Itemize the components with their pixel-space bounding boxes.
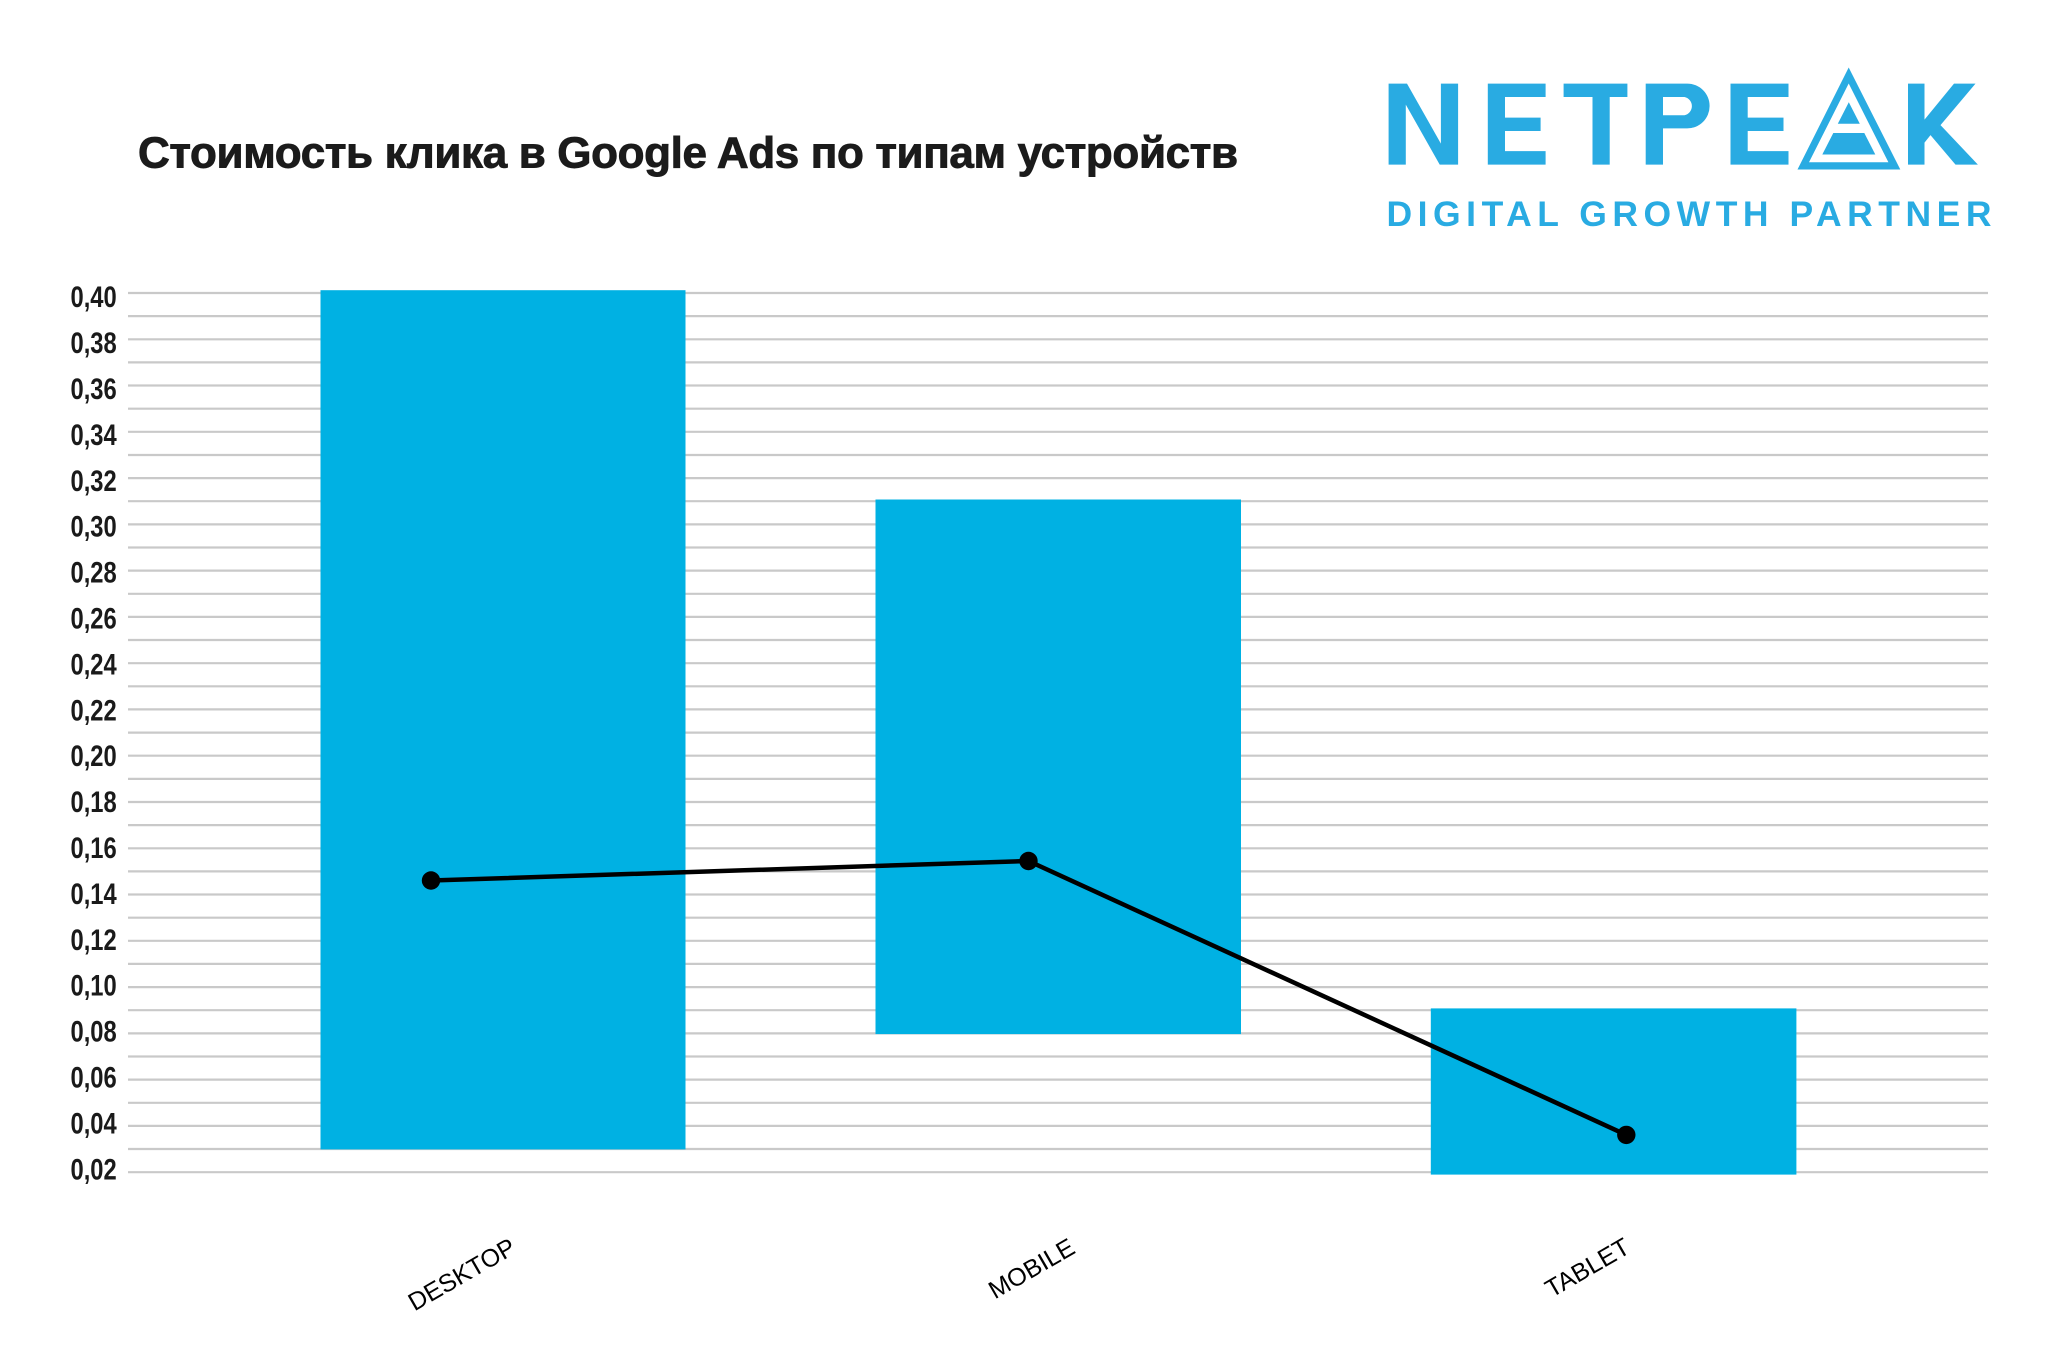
svg-text:0,16: 0,16	[71, 832, 117, 865]
svg-text:0,12: 0,12	[71, 924, 117, 957]
svg-text:0,22: 0,22	[71, 694, 117, 727]
svg-text:0,28: 0,28	[71, 557, 117, 590]
svg-text:0,02: 0,02	[71, 1153, 117, 1186]
svg-text:0,26: 0,26	[71, 603, 117, 636]
svg-text:0,30: 0,30	[71, 511, 117, 544]
svg-text:0,36: 0,36	[71, 373, 117, 406]
svg-text:0,38: 0,38	[71, 327, 117, 360]
svg-text:Стоимость клика в Google Ads п: Стоимость клика в Google Ads по типам ус…	[138, 128, 1238, 177]
svg-text:0,32: 0,32	[71, 465, 117, 498]
svg-text:0,06: 0,06	[71, 1062, 117, 1095]
svg-text:0,18: 0,18	[71, 786, 117, 819]
svg-text:0,04: 0,04	[71, 1107, 117, 1140]
svg-text:0,20: 0,20	[71, 740, 117, 773]
svg-text:0,34: 0,34	[71, 419, 117, 452]
svg-text:0,40: 0,40	[71, 281, 117, 314]
svg-text:0,10: 0,10	[71, 970, 117, 1003]
svg-text:0,08: 0,08	[71, 1016, 117, 1049]
svg-text:0,24: 0,24	[71, 648, 117, 681]
svg-text:DIGITAL GROWTH PARTNER: DIGITAL GROWTH PARTNER	[1387, 194, 1992, 234]
svg-text:0,14: 0,14	[71, 878, 117, 911]
